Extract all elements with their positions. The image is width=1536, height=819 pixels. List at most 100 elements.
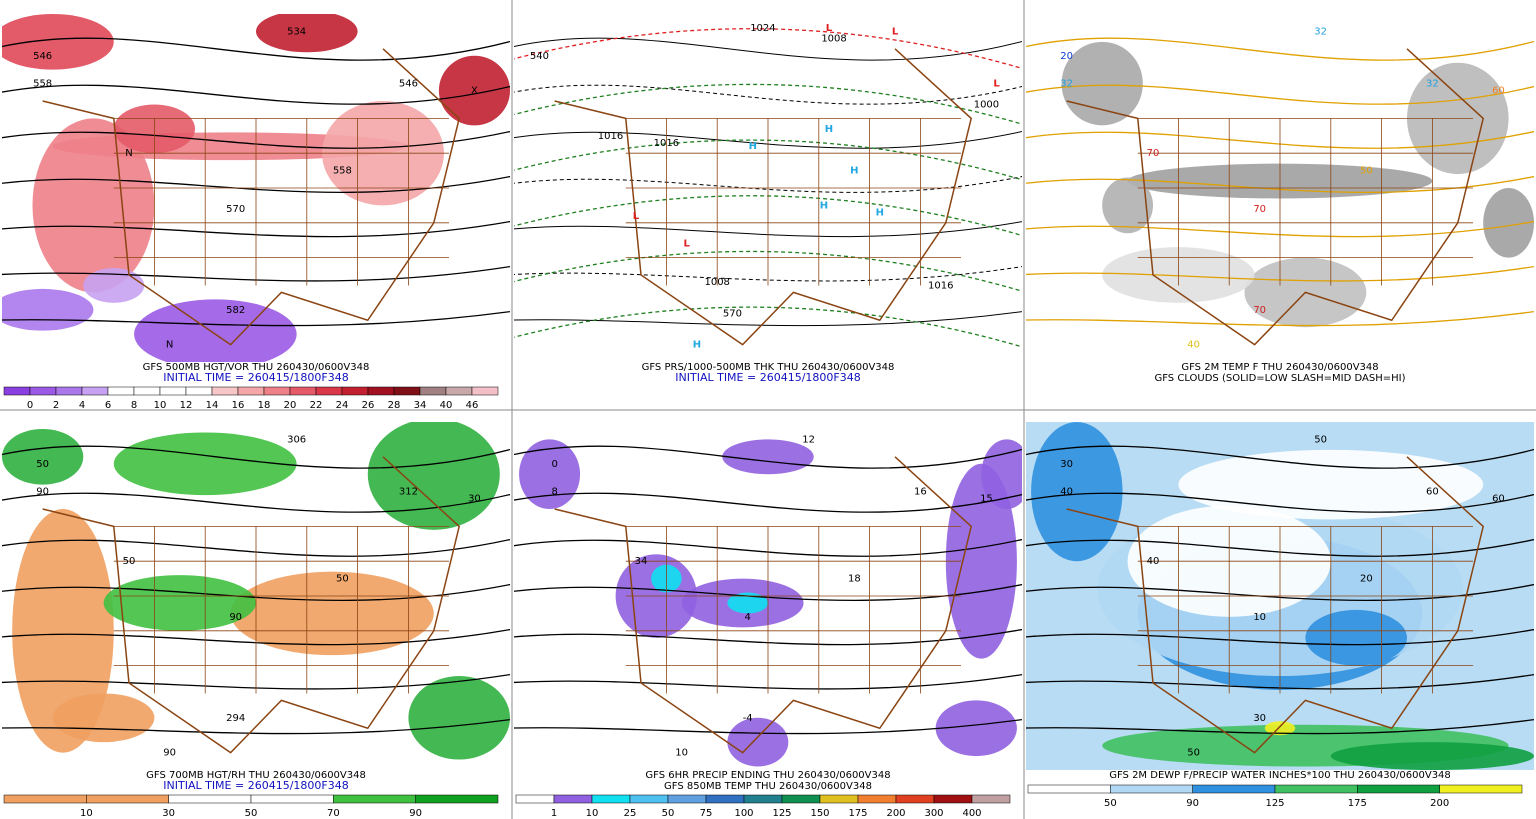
colorbar-label: 4	[79, 400, 85, 411]
map-label: 306	[287, 434, 306, 445]
map-label: 70	[1253, 305, 1266, 316]
map-label: 50	[1360, 166, 1373, 177]
map-label: 15	[980, 494, 993, 505]
contour	[1026, 265, 1534, 282]
contour	[2, 84, 510, 105]
map-label: 534	[287, 26, 306, 37]
map: 50 90 306 312 50 90 294 50 90 30	[2, 422, 510, 770]
coastline	[1066, 48, 1485, 346]
map-label: 10	[1253, 612, 1266, 623]
map-label: 1016	[928, 280, 953, 291]
colorbar-swatch	[185, 386, 213, 396]
colorbar-swatch	[289, 386, 317, 396]
colorbar-label: 90	[409, 808, 422, 819]
map-label: 90	[229, 612, 242, 623]
thickness-line	[514, 28, 1022, 70]
colorbar-label: 34	[414, 400, 427, 411]
colorbar-swatch	[341, 386, 369, 396]
colorbar-label: 50	[662, 808, 675, 819]
colorbar-label: 14	[206, 400, 219, 411]
map-label: 1008	[704, 277, 729, 288]
shaded-area	[1102, 177, 1153, 234]
colorbar-swatch	[333, 794, 416, 804]
colorbar-label: 50	[1104, 798, 1117, 809]
shaded-area	[83, 268, 145, 303]
contour	[514, 673, 1022, 690]
colorbar-swatch	[515, 794, 555, 804]
panel: 30 40 50 60 20 10 30 40 50 60 GFS 2M DEWP F/PRECIP…	[1026, 422, 1534, 809]
colorbar-swatch	[1110, 784, 1193, 794]
shaded-area	[1061, 41, 1143, 126]
map-label: 1024	[750, 23, 775, 34]
colorbar-label: 50	[245, 808, 258, 819]
colorbar-swatch	[445, 386, 473, 396]
colorbar-swatch	[553, 794, 593, 804]
map: 0 8 12 16 18 4 -4 34 10 15	[514, 422, 1022, 770]
colorbar-swatch	[86, 794, 169, 804]
colorbar-label: 16	[232, 400, 245, 411]
contour	[1026, 220, 1534, 238]
caption: GFS PRS/1000-500MB THK THU 260430/0600V3…	[642, 362, 895, 373]
map-label: 60	[1492, 86, 1505, 97]
map-label: 16	[914, 487, 927, 498]
map-label: L	[633, 211, 640, 222]
contour	[514, 84, 1022, 105]
contour	[514, 130, 1022, 149]
colorbar-swatch	[1357, 784, 1440, 794]
contour	[514, 445, 1022, 469]
shaded-area	[727, 592, 768, 614]
colorbar-swatch	[393, 386, 421, 396]
colorbar-label: 24	[336, 400, 349, 411]
colorbar-swatch	[159, 386, 187, 396]
map-label: 12	[802, 434, 815, 445]
map-label: H	[876, 207, 884, 218]
contour	[2, 265, 510, 282]
colorbar-label: 22	[310, 400, 323, 411]
colorbar-swatch	[591, 794, 631, 804]
colorbar-label: 2	[53, 400, 59, 411]
colorbar-label: 125	[1265, 798, 1284, 809]
colorbar-swatch	[743, 794, 783, 804]
contour	[514, 266, 1022, 282]
map-label: 32	[1426, 79, 1439, 90]
colorbar-label: 30	[162, 808, 175, 819]
colorbar-label: 28	[388, 400, 401, 411]
coastline	[42, 48, 461, 346]
shaded-area	[256, 14, 358, 53]
shaded-area	[1264, 721, 1296, 736]
shaded-area	[2, 14, 114, 70]
map-label: 40	[1060, 487, 1073, 498]
map-label: 582	[226, 305, 245, 316]
shaded-area	[134, 299, 297, 362]
shaded-area	[367, 422, 500, 530]
contour	[1026, 445, 1534, 469]
shaded-area	[408, 676, 510, 760]
map-label: -4	[743, 713, 753, 724]
colorbar-label: 150	[810, 808, 829, 819]
map-label: 546	[33, 51, 52, 62]
colorbar-label: 100	[734, 808, 753, 819]
map-label: H	[820, 200, 828, 211]
subcaption: INITIAL TIME = 260415/1800F348	[163, 371, 348, 384]
panel: 546 558 534 546 558 570 582 N N X GFS 500MB HGT/VO…	[2, 14, 510, 411]
contour	[1026, 130, 1534, 149]
map-label: 60	[1426, 487, 1439, 498]
colorbar-swatch	[415, 794, 499, 804]
colorbar-swatch	[263, 386, 291, 396]
map-label: L	[892, 26, 899, 37]
shaded-area	[935, 700, 1017, 757]
subcaption: GFS 850MB TEMP THU 260430/0600V348	[664, 781, 872, 792]
colorbar-swatch	[133, 386, 161, 396]
colorbar-swatch	[237, 386, 265, 396]
colorbar-swatch	[471, 386, 499, 396]
map-label: 558	[33, 79, 52, 90]
colorbar-swatch	[168, 794, 252, 804]
colorbar-label: 200	[1430, 798, 1449, 809]
map-label: 1016	[654, 138, 679, 149]
map-label: 30	[468, 494, 481, 505]
shaded-area	[945, 463, 1017, 659]
map-label: 50	[336, 574, 349, 585]
panel: 50 90 306 312 50 90 294 50 90 30 GFS 700MB HGT/RH …	[2, 422, 510, 819]
thickness-line	[514, 83, 1022, 125]
